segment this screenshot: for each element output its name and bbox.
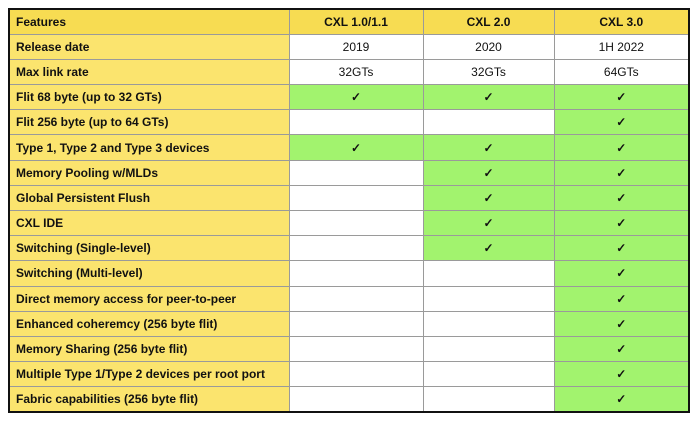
header-cell: CXL 2.0	[422, 8, 555, 35]
table-row: Fabric capabilities (256 byte flit) ✓	[8, 386, 690, 413]
value-cell: ✓	[553, 134, 690, 161]
value-cell: 2019	[288, 33, 424, 60]
value-cell: ✓	[553, 159, 690, 186]
value-cell	[288, 285, 424, 312]
table-row: Multiple Type 1/Type 2 devices per root …	[8, 361, 690, 388]
feature-cell: Memory Pooling w/MLDs	[8, 159, 290, 186]
value-cell: ✓	[288, 134, 424, 161]
value-cell	[422, 386, 555, 413]
table-wrap: Features CXL 1.0/1.1 CXL 2.0 CXL 3.0 Releas…	[8, 8, 690, 413]
header-row: Features CXL 1.0/1.1 CXL 2.0 CXL 3.0	[8, 8, 690, 35]
comparison-table: Features CXL 1.0/1.1 CXL 2.0 CXL 3.0 Releas…	[8, 8, 690, 413]
feature-cell: Flit 68 byte (up to 32 GTs)	[8, 84, 290, 111]
table-row: Global Persistent Flush ✓ ✓	[8, 184, 690, 212]
value-cell: ✓	[553, 310, 690, 337]
feature-cell: Switching (Single-level)	[8, 235, 290, 262]
value-cell	[422, 361, 555, 388]
value-cell: ✓	[422, 134, 555, 161]
feature-cell: Memory Sharing (256 byte flit)	[8, 335, 290, 363]
value-cell	[288, 386, 424, 413]
feature-cell: Flit 256 byte (up to 64 GTs)	[8, 109, 290, 136]
value-cell	[288, 235, 424, 262]
value-cell: ✓	[553, 260, 690, 287]
table-row: Release date 2019 2020 1H 2022	[8, 33, 690, 60]
value-cell: ✓	[422, 209, 555, 237]
value-cell: 32GTs	[288, 58, 424, 86]
value-cell: ✓	[553, 184, 690, 212]
value-cell: ✓	[422, 184, 555, 212]
header-cell: CXL 1.0/1.1	[288, 8, 424, 35]
value-cell	[422, 310, 555, 337]
value-cell	[422, 285, 555, 312]
value-cell: 1H 2022	[553, 33, 690, 60]
table-row: Memory Pooling w/MLDs ✓ ✓	[8, 159, 690, 186]
header-cell: Features	[8, 8, 290, 35]
value-cell: ✓	[553, 235, 690, 262]
value-cell	[288, 310, 424, 337]
value-cell	[422, 335, 555, 363]
value-cell: ✓	[553, 84, 690, 111]
value-cell: ✓	[553, 209, 690, 237]
value-cell: 32GTs	[422, 58, 555, 86]
feature-cell: Max link rate	[8, 58, 290, 86]
value-cell	[288, 335, 424, 363]
value-cell	[288, 109, 424, 136]
value-cell: ✓	[422, 235, 555, 262]
value-cell	[288, 209, 424, 237]
feature-cell: Switching (Multi-level)	[8, 260, 290, 287]
value-cell	[288, 184, 424, 212]
table-row: Direct memory access for peer-to-peer ✓	[8, 285, 690, 312]
table-row: Switching (Multi-level) ✓	[8, 260, 690, 287]
feature-cell: Direct memory access for peer-to-peer	[8, 285, 290, 312]
value-cell: ✓	[288, 84, 424, 111]
feature-cell: Release date	[8, 33, 290, 60]
feature-cell: Global Persistent Flush	[8, 184, 290, 212]
value-cell	[422, 260, 555, 287]
table-row: Flit 68 byte (up to 32 GTs) ✓ ✓ ✓	[8, 84, 690, 111]
table-row: Max link rate 32GTs 32GTs 64GTs	[8, 58, 690, 86]
feature-cell: CXL IDE	[8, 209, 290, 237]
value-cell	[288, 361, 424, 388]
value-cell: ✓	[553, 109, 690, 136]
table-row: Memory Sharing (256 byte flit) ✓	[8, 335, 690, 363]
value-cell: 64GTs	[553, 58, 690, 86]
value-cell: ✓	[422, 84, 555, 111]
feature-cell: Multiple Type 1/Type 2 devices per root …	[8, 361, 290, 388]
table-row: Switching (Single-level) ✓ ✓	[8, 235, 690, 262]
value-cell: ✓	[553, 335, 690, 363]
header-cell: CXL 3.0	[553, 8, 690, 35]
feature-cell: Fabric capabilities (256 byte flit)	[8, 386, 290, 413]
table-row: CXL IDE ✓ ✓	[8, 209, 690, 237]
value-cell	[422, 109, 555, 136]
value-cell	[288, 260, 424, 287]
table-row: Flit 256 byte (up to 64 GTs) ✓	[8, 109, 690, 136]
value-cell	[288, 159, 424, 186]
table-row: Enhanced coheremcy (256 byte flit) ✓	[8, 310, 690, 337]
value-cell: 2020	[422, 33, 555, 60]
value-cell: ✓	[553, 285, 690, 312]
value-cell: ✓	[553, 361, 690, 388]
value-cell: ✓	[553, 386, 690, 413]
value-cell: ✓	[422, 159, 555, 186]
table-row: Type 1, Type 2 and Type 3 devices ✓ ✓ ✓	[8, 134, 690, 161]
feature-cell: Enhanced coheremcy (256 byte flit)	[8, 310, 290, 337]
feature-cell: Type 1, Type 2 and Type 3 devices	[8, 134, 290, 161]
